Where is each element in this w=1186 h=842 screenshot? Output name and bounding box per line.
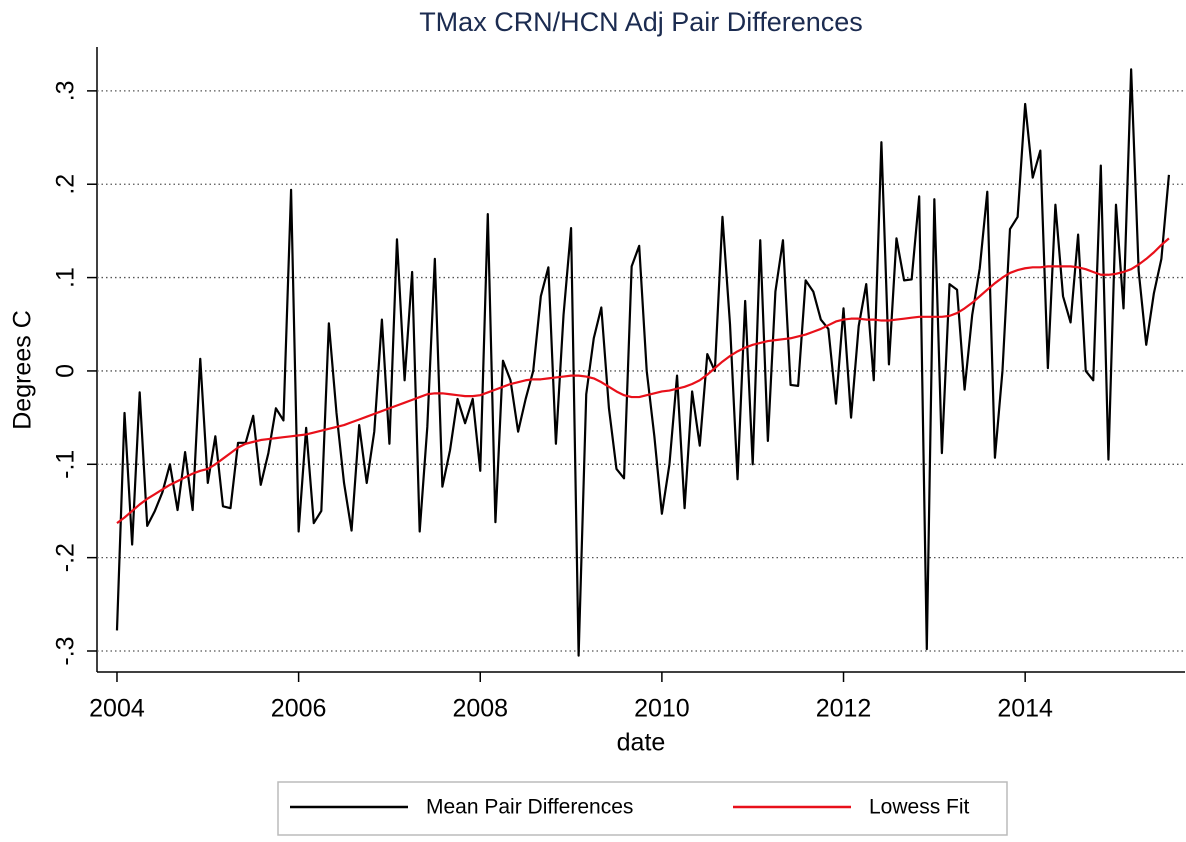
y-tick-label: -.3 — [52, 636, 80, 665]
x-tick-label: 2010 — [634, 695, 690, 723]
series-line — [116, 237, 1170, 524]
series-line — [115, 68, 1171, 657]
x-tick-label: 2004 — [89, 695, 145, 723]
chart-title: TMax CRN/HCN Adj Pair Differences — [419, 7, 863, 37]
y-tick-label: 0 — [52, 364, 80, 378]
legend-label: Lowess Fit — [869, 796, 970, 819]
x-tick-label: 2006 — [271, 695, 327, 723]
x-tick-label: 2008 — [452, 695, 508, 723]
y-axis-label: Degrees C — [9, 310, 37, 430]
y-tick-label: -.2 — [52, 543, 80, 572]
y-tick-label: .2 — [52, 174, 80, 195]
y-tick-label: -.1 — [52, 450, 80, 479]
x-axis-label: date — [617, 729, 666, 757]
x-tick-label: 2014 — [997, 695, 1053, 723]
legend-label: Mean Pair Differences — [426, 796, 633, 819]
y-tick-label: .3 — [52, 80, 80, 101]
legend-box — [277, 781, 1008, 836]
x-tick-label: 2012 — [816, 695, 872, 723]
y-tick-label: .1 — [52, 267, 80, 288]
